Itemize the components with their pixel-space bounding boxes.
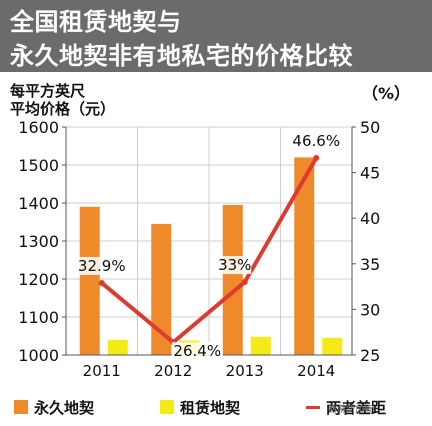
- right-tick-label: 45: [360, 164, 380, 183]
- bar-freehold: [222, 204, 243, 355]
- x-tick-label: 2011: [83, 362, 121, 380]
- legend-label-freehold: 永久地契: [34, 398, 95, 417]
- left-tick-label: 1100: [18, 308, 59, 327]
- legend-swatch-leasehold: [160, 400, 174, 414]
- legend-label-leasehold: 租赁地契: [180, 398, 241, 417]
- bar-leasehold: [322, 337, 343, 355]
- data-label-bg: [76, 256, 128, 275]
- data-label-bg: [171, 342, 223, 361]
- legend-item-leasehold: 租赁地契: [160, 392, 240, 422]
- bar-freehold: [294, 157, 315, 355]
- data-label: 46.6%: [292, 132, 340, 150]
- series-line-difference: [100, 157, 318, 345]
- legend-label-difference: 两者差距: [326, 398, 387, 417]
- bar-leasehold: [107, 339, 128, 355]
- right-tick-label: 40: [360, 209, 380, 228]
- bar-leasehold: [250, 336, 271, 355]
- right-tick-label: 50: [360, 118, 380, 137]
- legend-swatch-difference: [306, 405, 320, 409]
- right-tick-label: 25: [360, 346, 380, 365]
- data-label: 32.9%: [78, 257, 126, 275]
- left-tick-label: 1500: [18, 156, 59, 175]
- line-point: [313, 155, 320, 162]
- right-tick-label: 30: [360, 300, 380, 319]
- bar-freehold: [151, 223, 172, 355]
- left-axis-label-line2: 平均价格（元）: [10, 100, 116, 118]
- line-point: [241, 279, 248, 286]
- x-tick-label: 2014: [297, 362, 335, 380]
- legend-item-difference: 两者差距: [306, 392, 386, 422]
- data-label: 33%: [218, 256, 251, 274]
- legend: 永久地契 租赁地契 两者差距: [0, 392, 432, 422]
- bar-freehold: [79, 206, 100, 355]
- legend-swatch-freehold: [14, 400, 28, 414]
- left-axis-label-line1: 每平方英尺: [10, 82, 86, 100]
- watermark: 西游新加坡: [328, 405, 374, 415]
- data-label-bg: [290, 132, 342, 151]
- left-tick-label: 1400: [18, 194, 59, 213]
- right-axis-label: （%）: [362, 84, 411, 103]
- chart-title-line1: 全国租赁地契与: [10, 8, 182, 36]
- left-tick-label: 1000: [18, 346, 59, 365]
- right-tick-label: 35: [360, 255, 380, 274]
- left-tick-label: 1600: [18, 118, 59, 137]
- chart-title-line2: 永久地契非有地私宅的价格比较: [10, 42, 353, 70]
- left-tick-label: 1200: [18, 270, 59, 289]
- title-banner: 全国租赁地契与 永久地契非有地私宅的价格比较: [0, 0, 432, 72]
- legend-item-freehold: 永久地契: [14, 392, 94, 422]
- x-tick-label: 2013: [226, 362, 264, 380]
- left-tick-label: 1300: [18, 232, 59, 251]
- x-tick-label: 2012: [154, 362, 192, 380]
- line-point: [98, 279, 105, 286]
- data-label: 26.4%: [173, 342, 221, 360]
- data-label-bg: [218, 256, 252, 275]
